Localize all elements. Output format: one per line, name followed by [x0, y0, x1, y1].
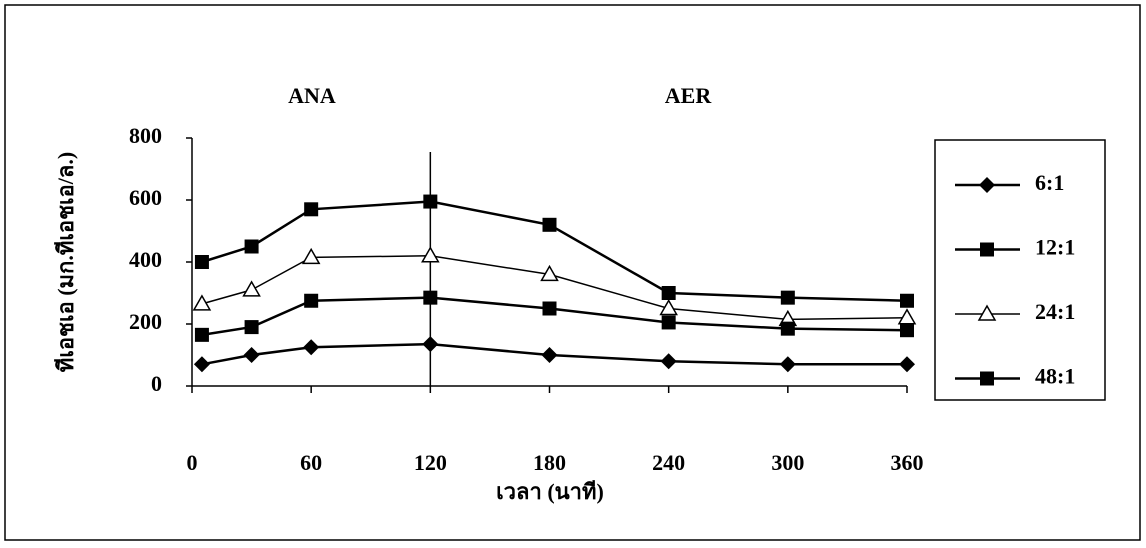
legend-box — [935, 140, 1105, 400]
marker — [304, 294, 318, 308]
marker — [423, 291, 437, 305]
marker — [195, 255, 209, 269]
y-tick-label: 200 — [129, 309, 162, 334]
x-axis-title: เวลา (นาที) — [496, 479, 604, 504]
legend-label: 48:1 — [1035, 364, 1075, 389]
legend-label: 6:1 — [1035, 170, 1064, 195]
annotation: ANA — [288, 83, 336, 108]
marker — [423, 195, 437, 209]
marker — [781, 322, 795, 336]
chart: เวลา (นาที) ทีเอชเอ (มก.ทีเอชเอ/ล.) 0 200… — [0, 0, 1146, 548]
marker — [662, 315, 676, 329]
annotation: AER — [665, 83, 713, 108]
x-tick-label: 240 — [652, 450, 685, 475]
marker — [304, 202, 318, 216]
x-tick-label: 300 — [771, 450, 804, 475]
x-tick-label: 120 — [414, 450, 447, 475]
marker — [543, 218, 557, 232]
x-tick-label: 0 — [187, 450, 198, 475]
marker — [980, 372, 994, 386]
y-tick-label: 0 — [151, 371, 162, 396]
x-tick-label: 360 — [891, 450, 924, 475]
x-tick-label: 180 — [533, 450, 566, 475]
legend-label: 12:1 — [1035, 235, 1075, 260]
marker — [781, 291, 795, 305]
x-tick-label: 60 — [300, 450, 322, 475]
legend-label: 24:1 — [1035, 299, 1075, 324]
y-tick-label: 400 — [129, 247, 162, 272]
marker — [662, 286, 676, 300]
y-tick-label: 800 — [129, 123, 162, 148]
marker — [980, 243, 994, 257]
marker — [195, 328, 209, 342]
y-tick-label: 600 — [129, 185, 162, 210]
marker — [245, 240, 259, 254]
marker — [543, 302, 557, 316]
y-axis-title: ทีเอชเอ (มก.ทีเอชเอ/ล.) — [53, 152, 78, 372]
marker — [245, 320, 259, 334]
marker — [900, 323, 914, 337]
marker — [900, 294, 914, 308]
